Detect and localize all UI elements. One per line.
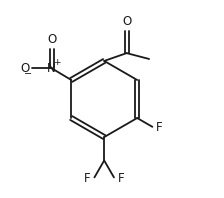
Text: O: O bbox=[21, 62, 30, 75]
Text: +: + bbox=[53, 58, 60, 67]
Text: N: N bbox=[47, 62, 56, 75]
Text: −: − bbox=[24, 69, 32, 79]
Text: F: F bbox=[156, 121, 163, 134]
Text: O: O bbox=[47, 33, 56, 46]
Text: O: O bbox=[122, 15, 131, 28]
Text: F: F bbox=[118, 172, 125, 186]
Text: F: F bbox=[84, 172, 90, 186]
